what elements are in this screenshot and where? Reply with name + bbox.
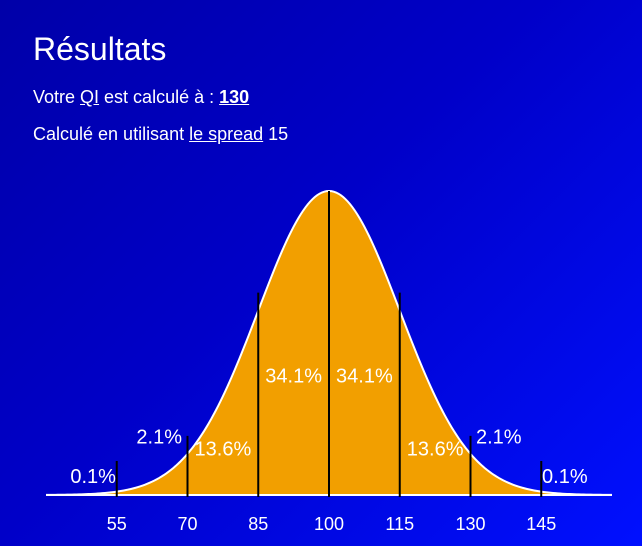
- x-tick-label: 85: [248, 514, 268, 534]
- iq-prefix: Votre: [33, 87, 81, 107]
- spread-value: 15: [263, 124, 289, 144]
- qi-link[interactable]: QI: [80, 87, 100, 107]
- region-percent-label: 13.6%: [407, 439, 464, 461]
- iq-score: 130: [219, 87, 250, 107]
- x-tick-label: 100: [314, 514, 344, 534]
- iq-result-line: Votre QI est calculé à : 130: [33, 87, 249, 108]
- spread-link[interactable]: le spread: [189, 124, 264, 144]
- region-percent-label: 13.6%: [195, 439, 252, 461]
- spread-prefix: Calculé en utilisant: [33, 124, 190, 144]
- region-percent-label: 0.1%: [542, 466, 588, 488]
- region-percent-label: 2.1%: [136, 426, 182, 448]
- x-tick-label: 145: [526, 514, 556, 534]
- region-percent-label: 34.1%: [336, 366, 393, 388]
- page-title: Résultats: [33, 31, 167, 67]
- iq-middle: est calculé à :: [99, 87, 220, 107]
- x-tick-label: 130: [455, 514, 485, 534]
- x-tick-label: 70: [177, 514, 197, 534]
- region-percent-label: 34.1%: [265, 366, 322, 388]
- region-percent-label: 2.1%: [476, 426, 522, 448]
- region-percent-label: 0.1%: [70, 466, 116, 488]
- x-tick-label: 115: [385, 514, 414, 534]
- spread-line: Calculé en utilisant le spread 15: [33, 124, 288, 145]
- x-tick-label: 55: [107, 514, 127, 534]
